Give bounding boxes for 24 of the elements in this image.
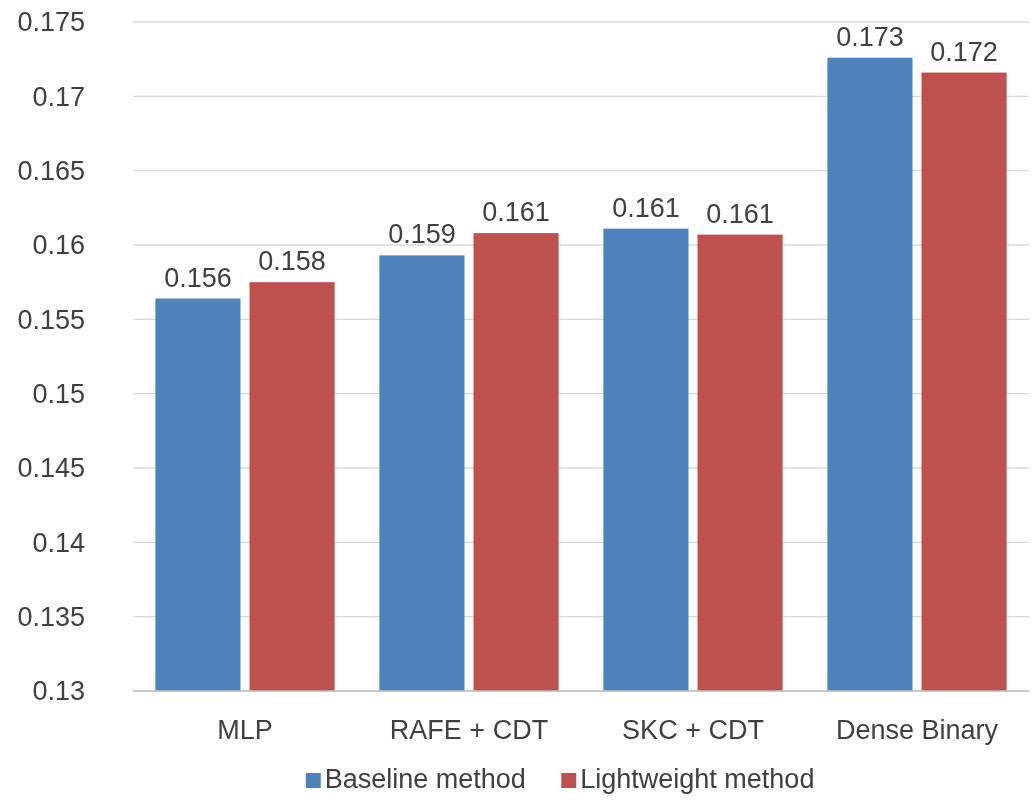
legend-label: Lightweight method xyxy=(580,764,815,794)
y-tick-label: 0.175 xyxy=(17,7,85,38)
data-label: 0.156 xyxy=(164,262,232,293)
legend-label: Baseline method xyxy=(324,764,526,794)
x-tick-label: SKC + CDT xyxy=(622,715,764,745)
y-tick-label: 0.135 xyxy=(17,602,85,633)
x-tick-label: Dense Binary xyxy=(835,715,999,745)
y-tick-label: 0.15 xyxy=(32,379,85,410)
data-label: 0.158 xyxy=(258,246,326,277)
y-tick-label: 0.16 xyxy=(32,230,85,261)
x-tick-label: MLP xyxy=(217,715,273,745)
data-label: 0.159 xyxy=(388,219,456,250)
y-tick-label: 0.14 xyxy=(32,527,85,558)
data-label: 0.161 xyxy=(612,192,680,223)
x-tick-label: RAFE + CDT xyxy=(389,715,549,745)
data-label: 0.173 xyxy=(836,21,904,52)
y-tick-label: 0.145 xyxy=(17,453,85,484)
y-tick-label: 0.165 xyxy=(17,156,85,187)
data-label: 0.172 xyxy=(930,36,998,67)
y-tick-label: 0.13 xyxy=(32,676,85,707)
data-label: 0.161 xyxy=(706,198,774,229)
y-tick-label: 0.155 xyxy=(17,304,85,335)
y-tick-label: 0.17 xyxy=(32,81,85,112)
data-label: 0.161 xyxy=(482,197,550,228)
